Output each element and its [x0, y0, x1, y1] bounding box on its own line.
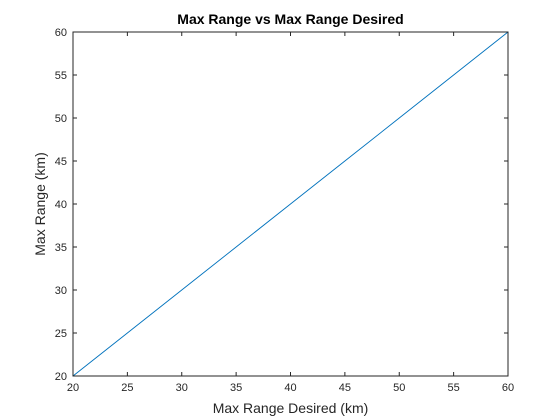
- x-tick-label: 50: [393, 382, 405, 394]
- x-tick-label: 40: [284, 382, 296, 394]
- x-tick-label: 45: [339, 382, 351, 394]
- x-axis-ticks: 20 25 30 35 40 45 50 55 60: [67, 32, 514, 394]
- x-tick-label: 55: [448, 382, 460, 394]
- series-line-1: [72, 31, 509, 377]
- y-tick-label: 60: [55, 27, 67, 39]
- y-axis-ticks: 20 25 30 35 40 45 50 55 60: [55, 27, 508, 383]
- y-tick-label: 40: [55, 199, 67, 211]
- x-tick-label: 30: [176, 382, 188, 394]
- x-tick-label: 35: [230, 382, 242, 394]
- y-tick-label: 30: [55, 285, 67, 297]
- chart-title: Max Range vs Max Range Desired: [177, 11, 403, 27]
- y-tick-label: 50: [55, 113, 67, 125]
- y-tick-label: 35: [55, 242, 67, 254]
- x-tick-label: 20: [67, 382, 79, 394]
- y-tick-label: 55: [55, 70, 67, 82]
- plot-area: 20 25 30 35 40 45 50 55 60 20 25 30 35 40 45 50 55 60: [55, 27, 514, 394]
- x-axis-label: Max Range Desired (km): [213, 400, 369, 416]
- series-layer: [72, 31, 509, 377]
- y-axis-label: Max Range (km): [32, 152, 48, 255]
- x-tick-label: 25: [121, 382, 133, 394]
- y-tick-label: 20: [55, 371, 67, 383]
- x-tick-label: 60: [502, 382, 514, 394]
- y-tick-label: 25: [55, 328, 67, 340]
- y-tick-label: 45: [55, 156, 67, 168]
